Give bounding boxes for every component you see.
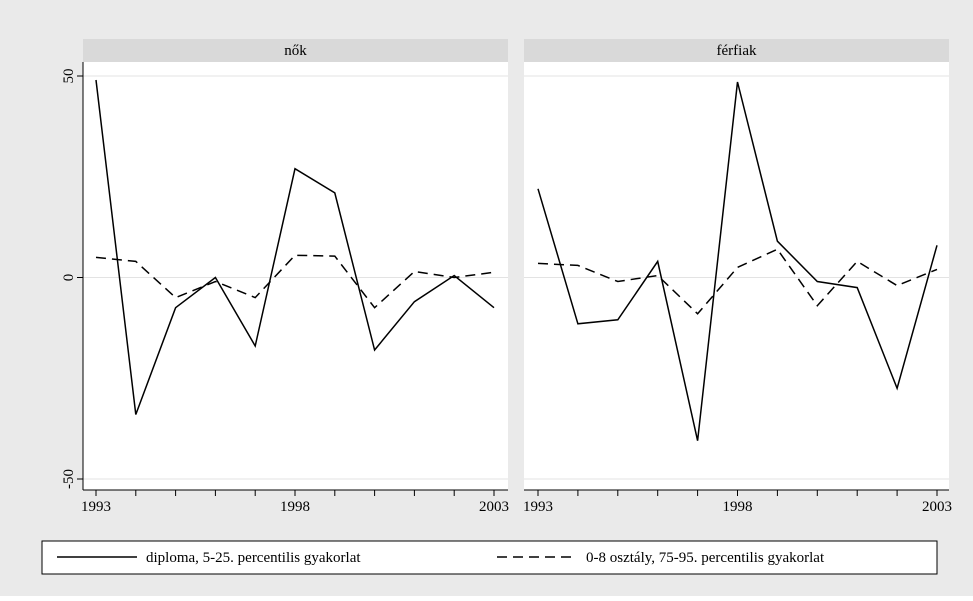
series-line-dashed [537, 248, 938, 315]
series-line-solid [95, 79, 495, 415]
panel-title: férfiak [717, 43, 757, 59]
x-tick-label: 1993 [81, 499, 111, 515]
panels-group: nők 1993 1998 2003 -50 0 50 férfiak 1993 1998 2003 [61, 39, 952, 515]
x-tick-label: 1998 [723, 499, 753, 515]
panel-1: nők 1993 1998 2003 -50 0 50 [61, 39, 509, 515]
legend-box [41, 540, 938, 575]
y-tick-label: 50 [61, 69, 77, 84]
x-tick-label: 1993 [523, 499, 553, 515]
legend-label-dashed: 0-8 osztály, 75-95. percentilis gyakorla… [586, 550, 825, 566]
panel-title: nők [284, 43, 307, 59]
x-tick-label: 2003 [479, 499, 509, 515]
y-tick-label: -50 [61, 469, 77, 489]
y-tick-label: 0 [61, 274, 77, 282]
panel-strip [83, 39, 508, 62]
plot-area [524, 62, 949, 490]
panel-strip [524, 39, 949, 62]
legend-label-solid: diploma, 5-25. percentilis gyakorlat [146, 550, 361, 566]
x-tick-label: 2003 [922, 499, 952, 515]
panel-2: férfiak 1993 1998 2003 [523, 39, 952, 515]
legend: diploma, 5-25. percentilis gyakorlat 0-8… [41, 540, 938, 575]
x-tick-label: 1998 [280, 499, 310, 515]
series-line-dashed [95, 254, 495, 309]
plot-area [83, 62, 508, 490]
series-line-solid [537, 81, 938, 441]
